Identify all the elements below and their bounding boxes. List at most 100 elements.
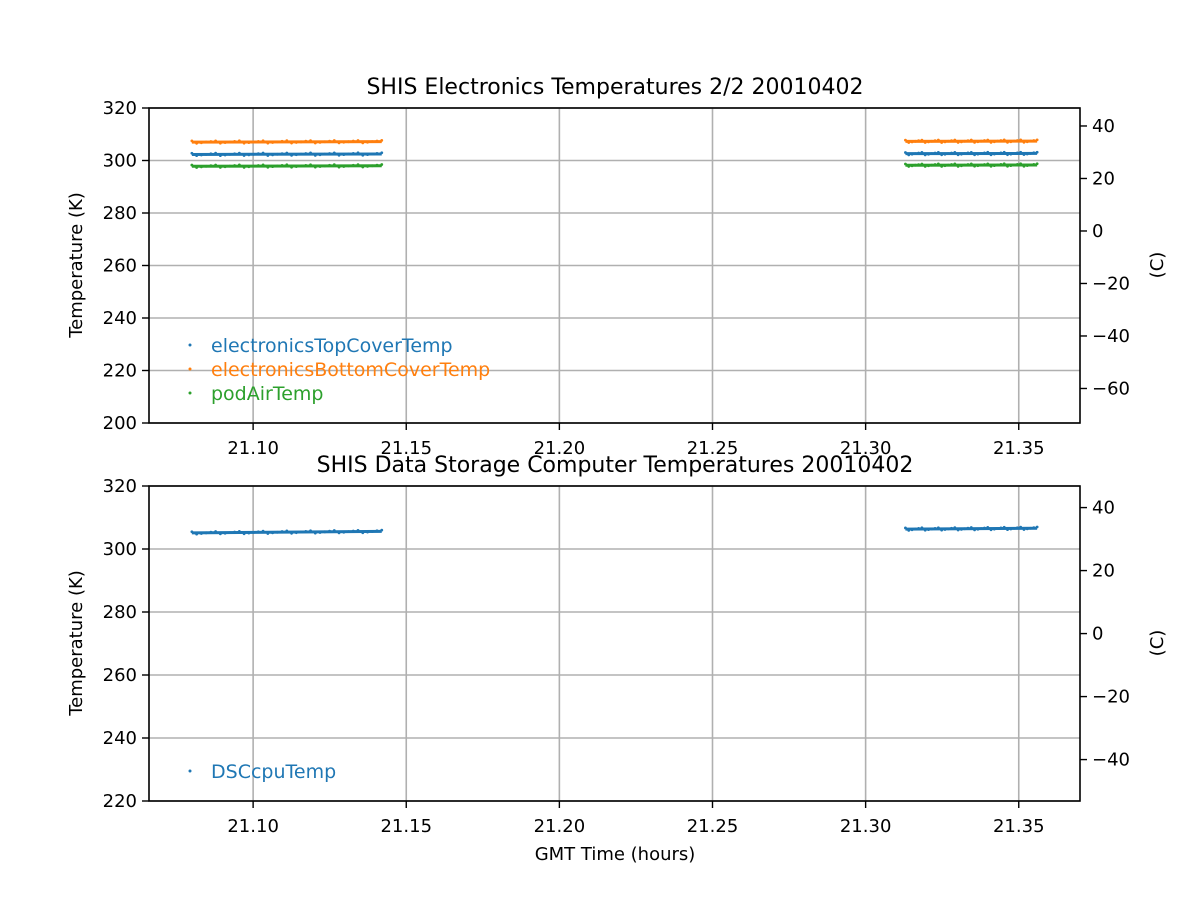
series-DSCcpuTemp-point [271, 531, 274, 535]
y-tick-label: 280 [103, 203, 137, 224]
legend-label: electronicsBottomCoverTemp [211, 359, 490, 381]
series-electronicsBottomCoverTemp-point [1029, 139, 1032, 143]
series-DSCcpuTemp-point [280, 530, 284, 533]
series-electronicsBottomCoverTemp-point [927, 140, 930, 144]
series-electronicsTopCoverTemp-point [256, 152, 260, 156]
series-podAirTemp-point [299, 164, 303, 168]
series-electronicsTopCoverTemp-point [976, 152, 980, 156]
series-electronicsBottomCoverTemp-point [1019, 138, 1023, 142]
series-electronicsTopCoverTemp-point [280, 152, 284, 156]
series-DSCcpuTemp-point [294, 531, 298, 535]
series-electronicsTopCoverTemp-point [190, 151, 194, 155]
series-podAirTemp-point [960, 164, 963, 168]
y-axis-label: Temperature (K) [66, 192, 87, 339]
y2-tick-label: 20 [1092, 168, 1115, 189]
series-electronicsTopCoverTemp-point [342, 153, 346, 157]
series-podAirTemp-point [953, 162, 957, 166]
series-podAirTemp-point [366, 164, 369, 168]
series-electronicsBottomCoverTemp-point [940, 141, 944, 144]
series-electronicsTopCoverTemp-point [956, 153, 960, 157]
series-electronicsBottomCoverTemp-point [247, 141, 251, 144]
series-electronicsBottomCoverTemp-point [1032, 139, 1036, 142]
series-DSCcpuTemp-point [290, 531, 293, 535]
series-electronicsBottomCoverTemp-point [1015, 139, 1019, 142]
series-electronicsBottomCoverTemp-point [976, 140, 980, 144]
series-electronicsBottomCoverTemp-point [936, 138, 940, 142]
series-podAirTemp-point [983, 163, 986, 166]
series-podAirTemp-point [313, 165, 317, 169]
series-DSCcpuTemp-point [190, 530, 194, 534]
series-electronicsTopCoverTemp-point [214, 151, 218, 155]
series-electronicsTopCoverTemp-point [218, 154, 222, 157]
series-podAirTemp-point [913, 163, 917, 167]
series-DSCcpuTemp-point [956, 528, 960, 532]
series-DSCcpuTemp-point [323, 530, 327, 534]
y2-axis-label: (C) [1147, 630, 1168, 657]
x-tick-label: 21.25 [687, 438, 739, 459]
series-electronicsTopCoverTemp-point [233, 152, 236, 156]
electronics-temperature-panel: SHIS Electronics Temperatures 2/2 200104… [66, 75, 1168, 459]
series-electronicsBottomCoverTemp-point [347, 140, 350, 144]
y-tick-label: 300 [103, 151, 137, 172]
series-electronicsTopCoverTemp-point [940, 153, 944, 157]
series-electronicsBottomCoverTemp-point [992, 140, 996, 144]
series-DSCcpuTemp-point [266, 532, 270, 535]
series-electronicsBottomCoverTemp-point [209, 140, 213, 143]
series-electronicsBottomCoverTemp-point [237, 139, 241, 143]
legend-label: electronicsTopCoverTemp [211, 335, 453, 357]
series-DSCcpuTemp-point [913, 527, 917, 531]
series-DSCcpuTemp-point [923, 528, 927, 532]
series-electronicsBottomCoverTemp-point [943, 140, 947, 144]
series-electronicsBottomCoverTemp-point [950, 139, 953, 143]
series-podAirTemp-point [328, 163, 331, 167]
series-electronicsBottomCoverTemp-point [1025, 140, 1029, 144]
series-electronicsTopCoverTemp-point [271, 153, 274, 157]
series-DSCcpuTemp-point [233, 530, 236, 534]
series-DSCcpuTemp-point [1032, 526, 1036, 530]
series-electronicsTopCoverTemp-point [294, 153, 298, 157]
series-electronicsBottomCoverTemp-point [946, 139, 950, 143]
series-DSCcpuTemp-point [347, 530, 350, 534]
series-electronicsBottomCoverTemp-point [356, 139, 360, 142]
series-DSCcpuTemp-point [1019, 525, 1023, 529]
series-podAirTemp-point [347, 164, 350, 168]
series-podAirTemp-point [380, 163, 384, 166]
series-DSCcpuTemp-point [337, 531, 341, 535]
series-electronicsTopCoverTemp-point [913, 152, 917, 156]
series-DSCcpuTemp-point [904, 526, 907, 530]
x-tick-label: 21.10 [227, 816, 279, 837]
series-electronicsBottomCoverTemp-point [204, 140, 208, 144]
series-podAirTemp-point [370, 164, 374, 168]
y-tick-label: 220 [103, 791, 137, 812]
series-DSCcpuTemp-point [304, 529, 308, 533]
series-electronicsTopCoverTemp-point [923, 153, 927, 157]
series-electronicsTopCoverTemp-point [370, 152, 374, 156]
series-DSCcpuTemp-point [986, 525, 990, 529]
series-electronicsTopCoverTemp-point [907, 153, 911, 157]
series-electronicsBottomCoverTemp-point [979, 139, 983, 143]
series-podAirTemp-point [323, 164, 327, 168]
x-tick-label: 21.30 [840, 438, 892, 459]
series-DSCcpuTemp-point [237, 529, 241, 533]
series-DSCcpuTemp-point [1029, 526, 1032, 530]
series-podAirTemp-point [969, 162, 973, 166]
series-electronicsBottomCoverTemp-point [299, 140, 303, 144]
series-podAirTemp-point [242, 165, 246, 169]
series-DSCcpuTemp-point [366, 530, 369, 534]
series-podAirTemp-point [356, 163, 360, 167]
series-podAirTemp-point [199, 165, 203, 169]
series-DSCcpuTemp-point [214, 530, 218, 533]
series-DSCcpuTemp-point [1022, 528, 1026, 531]
legend-marker [188, 391, 192, 395]
series-DSCcpuTemp-point [996, 527, 1000, 530]
series-electronicsTopCoverTemp-point [1025, 152, 1029, 156]
series-DSCcpuTemp-point [940, 528, 944, 532]
series-electronicsTopCoverTemp-point [285, 151, 289, 155]
series-electronicsTopCoverTemp-point [237, 151, 241, 155]
series-DSCcpuTemp-point [936, 526, 940, 530]
y2-tick-label: 40 [1092, 498, 1115, 519]
series-podAirTemp-point [1025, 164, 1029, 167]
series-electronicsTopCoverTemp-point [973, 153, 976, 157]
x-tick-label: 21.10 [227, 438, 279, 459]
